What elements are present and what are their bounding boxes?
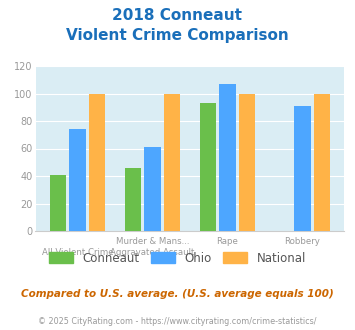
- Bar: [200, 103, 216, 231]
- Bar: [219, 84, 236, 231]
- Bar: [69, 129, 86, 231]
- Bar: [89, 93, 105, 231]
- Bar: [164, 93, 180, 231]
- Bar: [314, 93, 330, 231]
- Bar: [294, 106, 311, 231]
- Bar: [239, 93, 255, 231]
- Text: Violent Crime Comparison: Violent Crime Comparison: [66, 28, 289, 43]
- Text: 2018 Conneaut: 2018 Conneaut: [113, 8, 242, 23]
- Bar: [144, 147, 161, 231]
- Legend: Conneaut, Ohio, National: Conneaut, Ohio, National: [49, 252, 306, 265]
- Text: Compared to U.S. average. (U.S. average equals 100): Compared to U.S. average. (U.S. average …: [21, 289, 334, 299]
- Bar: [125, 168, 141, 231]
- Bar: [50, 175, 66, 231]
- Text: © 2025 CityRating.com - https://www.cityrating.com/crime-statistics/: © 2025 CityRating.com - https://www.city…: [38, 317, 317, 326]
